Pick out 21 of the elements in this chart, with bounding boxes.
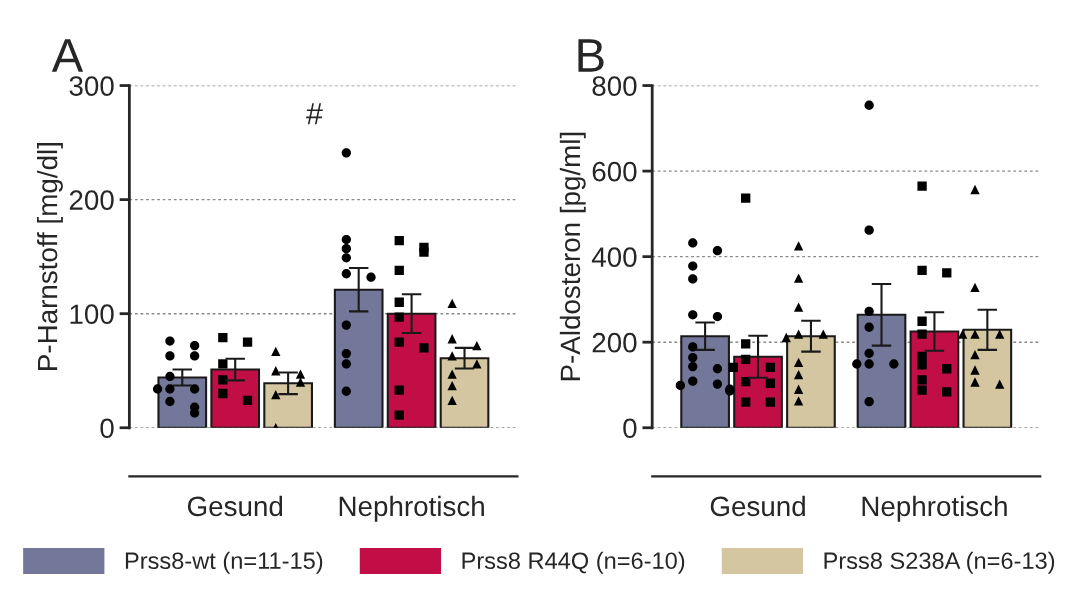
x-tick-label: Nephrotisch bbox=[339, 495, 484, 522]
annotation: # bbox=[306, 103, 323, 125]
legend-label: Prss8-wt (n=11-15) bbox=[125, 551, 323, 574]
y-tick-label: 300 bbox=[69, 76, 114, 96]
y-tick-label: 100 bbox=[70, 304, 114, 325]
y-tick-label: 200 bbox=[592, 332, 637, 353]
legend-label: Prss8 S238A (n=6-13) bbox=[824, 551, 1055, 574]
y-tick-label: 0 bbox=[100, 418, 114, 439]
y-axis-title: P-Aldosteron [pg/ml] bbox=[559, 132, 586, 381]
y-tick-label: 0 bbox=[623, 418, 637, 439]
y-tick-label: 400 bbox=[591, 247, 637, 267]
x-tick-label: Gesund bbox=[710, 495, 805, 517]
legend-label: Prss8 R44Q (n=6-10) bbox=[462, 551, 685, 574]
y-tick-label: 200 bbox=[69, 190, 114, 210]
x-tick-label: Nephrotisch bbox=[862, 495, 1007, 522]
y-axis-title: P-Harnstoff [mg/dl] bbox=[36, 143, 63, 370]
x-tick-label: Gesund bbox=[187, 495, 283, 517]
y-tick-label: 600 bbox=[592, 161, 637, 182]
chart-title: A bbox=[51, 39, 84, 72]
chart-title: B bbox=[578, 39, 604, 72]
y-tick-label: 800 bbox=[592, 76, 637, 96]
